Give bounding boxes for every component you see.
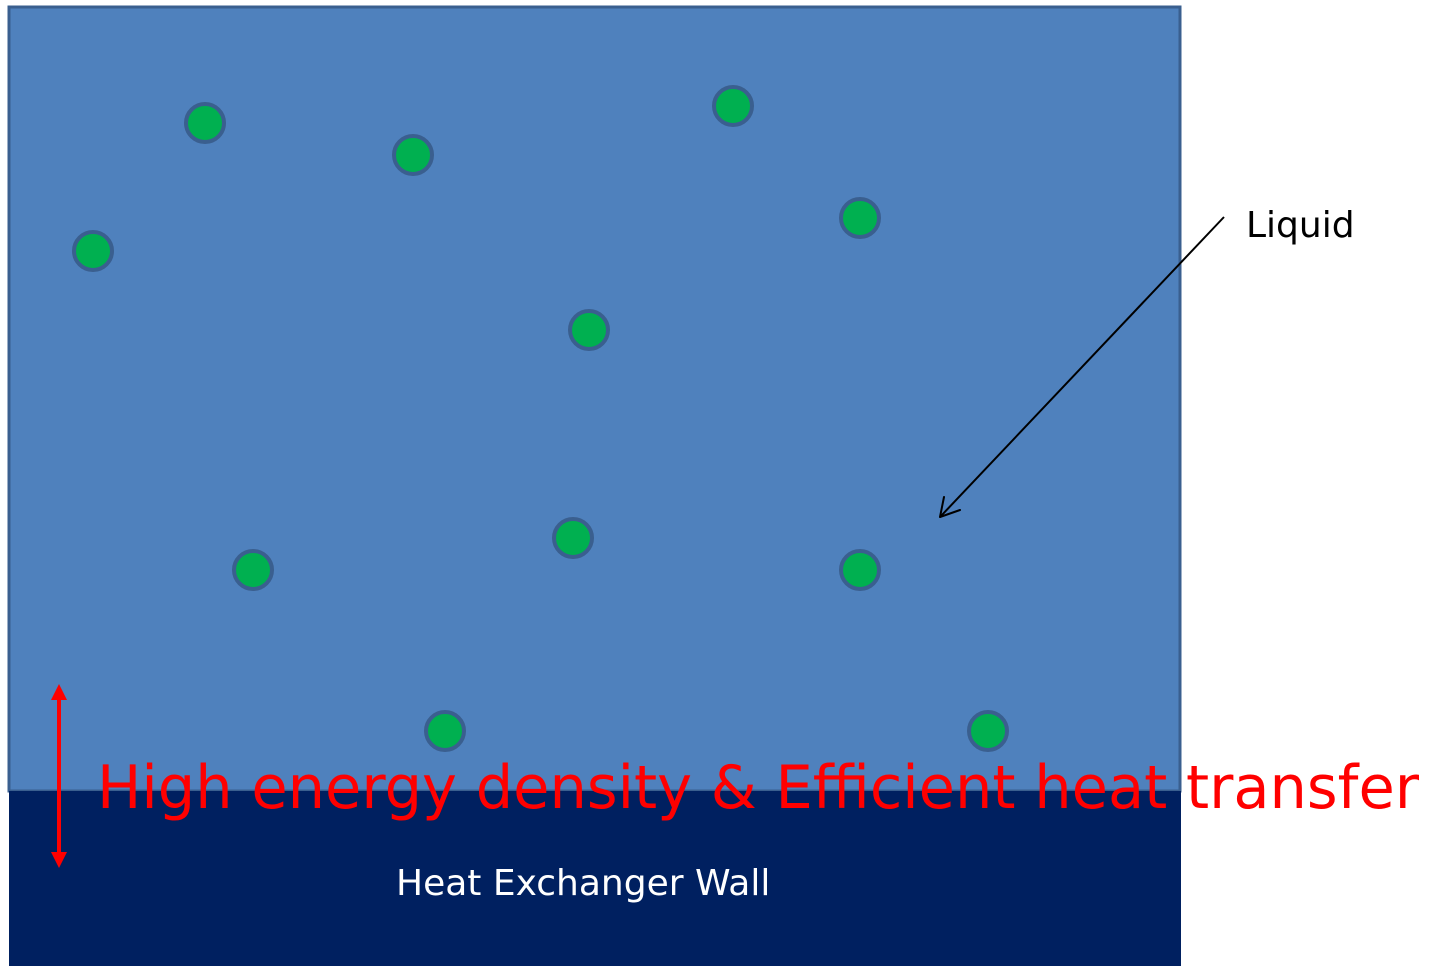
particles-group [72,85,1009,752]
heat-exchanger-wall [9,791,1181,966]
particle [72,230,114,272]
particle [552,517,594,559]
callout-arrowhead [939,496,961,518]
wall-label: Heat Exchanger Wall [396,863,770,904]
particle [392,134,434,176]
particle [712,85,754,127]
callout-line [939,216,1225,518]
particle [967,710,1009,752]
particle [568,309,610,351]
particle [184,102,226,144]
headline-text: High energy density & Efficient heat tra… [97,753,1419,823]
particle [424,710,466,752]
particle [232,549,274,591]
liquid-label: Liquid [1246,205,1355,246]
particle [839,549,881,591]
liquid-callout [939,216,1225,518]
particle [839,197,881,239]
